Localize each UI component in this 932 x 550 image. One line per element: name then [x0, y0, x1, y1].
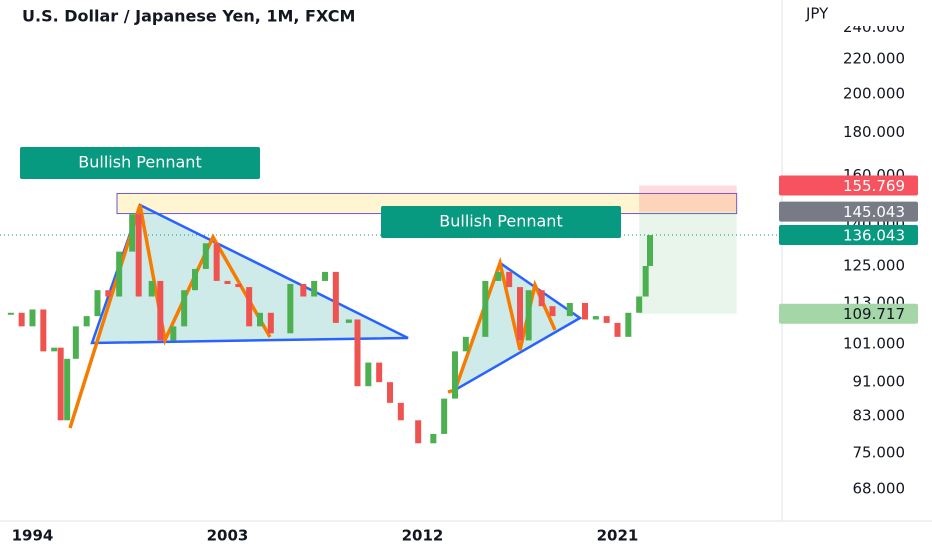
- y-tick-label: 75.000: [853, 443, 906, 461]
- candle: [322, 271, 328, 281]
- price-label-box: [779, 303, 918, 324]
- stop-zone: [639, 185, 737, 212]
- candle: [365, 362, 372, 387]
- annotation-box: [381, 206, 621, 238]
- y-tick-label: 180.000: [843, 123, 905, 141]
- candle: [135, 214, 142, 297]
- price-label: 145.043: [843, 203, 905, 221]
- candle: [287, 283, 294, 334]
- candle: [642, 265, 649, 297]
- candle: [452, 351, 458, 399]
- y-tick-label: 200.000: [843, 84, 905, 102]
- candle: [397, 402, 404, 421]
- y-tick-label: 83.000: [853, 406, 906, 424]
- x-tick-label: 2003: [207, 527, 249, 545]
- candle: [224, 280, 231, 284]
- axis-unit-bg: [800, 2, 910, 26]
- y-axis-label: JPY: [805, 5, 829, 23]
- price-label: 109.717: [843, 305, 905, 323]
- candle: [57, 347, 64, 421]
- candle: [462, 336, 469, 352]
- candle: [387, 382, 393, 403]
- y-tick-label: 125.000: [843, 256, 905, 274]
- candle: [345, 319, 352, 323]
- candle: [592, 316, 599, 320]
- price-label-box: [779, 201, 918, 222]
- chart-title: U.S. Dollar / Japanese Yen, 1M, FXCM: [22, 7, 355, 26]
- candle: [354, 319, 361, 387]
- price-label: 136.043: [843, 227, 905, 245]
- y-tick-label: 68.000: [853, 479, 906, 497]
- candle: [647, 235, 653, 266]
- y-tick-label: 220.000: [843, 50, 905, 68]
- candle: [549, 306, 556, 317]
- candle: [441, 398, 448, 434]
- candle: [430, 433, 437, 444]
- candle: [129, 214, 136, 252]
- candle: [83, 316, 90, 327]
- candle: [72, 326, 79, 359]
- candle: [157, 280, 164, 341]
- candle: [94, 290, 101, 317]
- candle: [311, 280, 318, 297]
- candle: [517, 287, 523, 341]
- x-tick-label: 1994: [12, 527, 54, 545]
- candle: [566, 302, 573, 317]
- annotation-box: [20, 147, 260, 179]
- candle: [267, 312, 274, 334]
- candle: [257, 312, 263, 327]
- price-label-box: [779, 225, 918, 246]
- x-tick-label: 2012: [402, 527, 444, 545]
- candle: [235, 283, 242, 288]
- candle: [213, 243, 220, 281]
- y-tick-label: 91.000: [853, 373, 906, 391]
- candle: [192, 268, 198, 291]
- target-zone: [639, 211, 737, 314]
- candle: [170, 326, 177, 341]
- y-tick-label: 101.000: [843, 335, 905, 353]
- price-label-box: [779, 175, 918, 196]
- candle: [614, 322, 621, 337]
- candle: [582, 302, 588, 320]
- candle: [625, 312, 632, 337]
- candle: [29, 309, 36, 327]
- annotation: Bullish Pennant: [78, 153, 201, 172]
- candle: [246, 287, 253, 327]
- pattern-drawings: [68, 203, 583, 429]
- candle: [202, 243, 209, 269]
- candle: [376, 362, 383, 383]
- candle: [332, 271, 339, 323]
- candle: [506, 271, 513, 288]
- candle: [105, 290, 112, 297]
- candle: [116, 251, 123, 297]
- candle: [300, 283, 307, 297]
- candle: [181, 290, 188, 327]
- annotation: Bullish Pennant: [439, 212, 562, 231]
- candle: [51, 347, 58, 352]
- candle: [415, 420, 422, 444]
- candle: [7, 312, 14, 315]
- candle: [148, 280, 155, 297]
- candle: [525, 290, 532, 341]
- candle: [482, 280, 489, 337]
- candle: [64, 358, 71, 421]
- candle: [40, 309, 47, 352]
- pennant-triangle: [90, 203, 409, 345]
- price-label: 155.769: [843, 177, 905, 195]
- candle: [495, 271, 502, 281]
- candle: [636, 296, 643, 313]
- candle: [603, 316, 610, 323]
- x-tick-label: 2021: [597, 527, 639, 545]
- candle: [18, 312, 25, 327]
- candle: [538, 290, 545, 307]
